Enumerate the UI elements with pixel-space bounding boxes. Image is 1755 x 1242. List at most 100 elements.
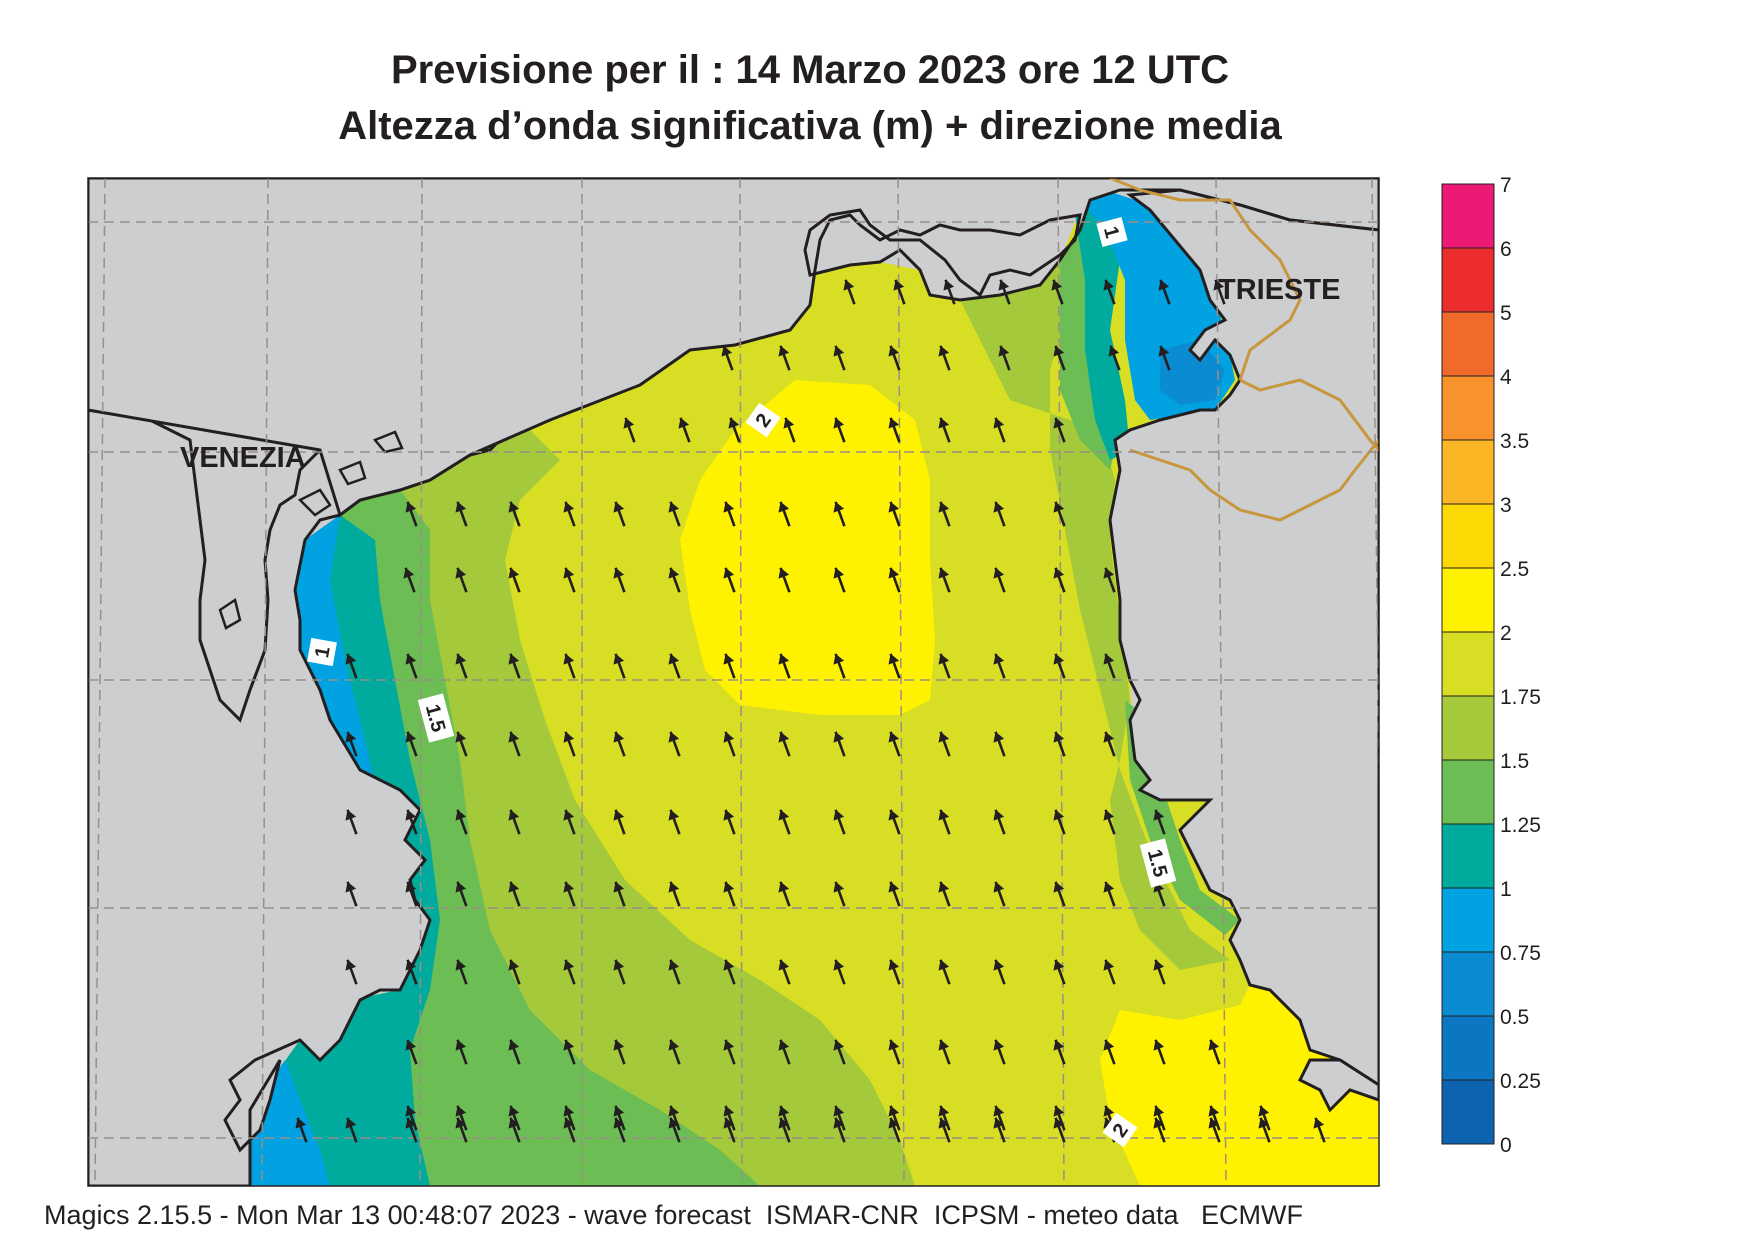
direction-arrow-head xyxy=(405,653,417,665)
place-label-trieste: TRIESTE xyxy=(1218,274,1340,306)
direction-arrow-head xyxy=(888,959,900,971)
direction-arrow-head xyxy=(888,501,900,513)
direction-arrow-head xyxy=(778,653,790,665)
direction-arrow-head xyxy=(998,279,1010,291)
direction-arrow-head xyxy=(455,731,467,743)
direction-arrow-head xyxy=(993,653,1005,665)
sea-band-2-2.5-centre xyxy=(680,380,935,715)
direction-arrow-head xyxy=(888,417,900,429)
direction-arrow-head xyxy=(723,731,735,743)
direction-arrow-head xyxy=(938,809,950,821)
sea-band-1.25-1.5-east xyxy=(960,230,1230,970)
direction-arrow-head xyxy=(405,881,417,893)
direction-arrow-head xyxy=(1258,1117,1270,1129)
direction-arrow-head xyxy=(508,1105,520,1117)
direction-arrow-head xyxy=(668,1105,680,1117)
legend-swatch xyxy=(1441,1079,1495,1145)
direction-arrow-head xyxy=(563,501,575,513)
direction-arrow-head xyxy=(563,567,575,579)
contour-labels: 1 1 1.5 2 1.5 2 xyxy=(307,217,1177,1148)
direction-arrow-head xyxy=(993,881,1005,893)
direction-arrow-head xyxy=(1208,1117,1220,1129)
sea-band-0.5-0.75-trieste xyxy=(1160,340,1225,405)
direction-arrow-head xyxy=(1053,809,1065,821)
direction-arrow-head xyxy=(778,567,790,579)
direction-arrow-head xyxy=(723,1039,735,1051)
direction-arrow-head xyxy=(455,1105,467,1117)
direction-arrow-head xyxy=(1053,345,1065,357)
legend-tick-label: 0.75 xyxy=(1500,942,1541,965)
legend-swatch xyxy=(1441,631,1495,697)
direction-arrow-head xyxy=(833,345,845,357)
direction-arrow-head xyxy=(723,1105,735,1117)
legend-tick-label: 7 xyxy=(1500,174,1512,197)
direction-arrow-head xyxy=(1103,1039,1115,1051)
legend-tick-label: 0 xyxy=(1500,1134,1512,1157)
direction-arrow-head xyxy=(563,731,575,743)
legend-swatch xyxy=(1441,567,1495,633)
sea-band-1-1.25-east xyxy=(1075,195,1150,460)
direction-arrow-head xyxy=(938,881,950,893)
direction-arrow-head xyxy=(721,345,733,357)
direction-arrow-head xyxy=(938,345,950,357)
direction-arrow-head xyxy=(938,567,950,579)
direction-arrow-head xyxy=(508,501,520,513)
direction-arrow-head xyxy=(613,809,625,821)
direction-arrow-head xyxy=(833,653,845,665)
direction-arrow-head xyxy=(778,881,790,893)
venice-lagoon-islands xyxy=(218,430,404,630)
direction-arrow-head xyxy=(405,1039,417,1051)
direction-arrow-head xyxy=(993,1117,1005,1129)
direction-arrow-head xyxy=(888,1039,900,1051)
direction-arrow-head xyxy=(833,1105,845,1117)
direction-arrow-head xyxy=(508,653,520,665)
direction-arrow-head xyxy=(778,959,790,971)
direction-arrow-head xyxy=(668,653,680,665)
direction-arrow-head xyxy=(613,959,625,971)
direction-arrow-head xyxy=(938,417,950,429)
direction-arrow-head xyxy=(508,959,520,971)
direction-arrow-head xyxy=(455,881,467,893)
direction-arrow-head xyxy=(938,959,950,971)
direction-arrow-head xyxy=(345,881,357,893)
legend-tick-label: 2.5 xyxy=(1500,558,1529,581)
contour-label-1-venezia: 1 xyxy=(311,645,335,660)
direction-arrow-head xyxy=(993,1039,1005,1051)
direction-arrow-head xyxy=(668,567,680,579)
direction-arrow-head xyxy=(998,345,1010,357)
direction-arrow-head xyxy=(888,809,900,821)
direction-arrow-head xyxy=(1153,809,1165,821)
direction-arrow-head xyxy=(405,1117,417,1129)
direction-arrow-head xyxy=(843,279,855,291)
direction-arrow-head xyxy=(405,731,417,743)
direction-arrow-head xyxy=(1051,279,1063,291)
direction-arrow-head xyxy=(888,345,900,357)
direction-arrow-head xyxy=(938,501,950,513)
color-legend: 7 6 5 4 3.5 3 2.5 2 1.75 1.5 1.25 1 0.75 0.5 0.25 0 xyxy=(1441,174,1541,1157)
title-line-2: Altezza d’onda significativa (m) + direz… xyxy=(338,104,1282,148)
direction-arrow-head xyxy=(1103,881,1115,893)
direction-arrow-head xyxy=(833,959,845,971)
direction-arrow-head xyxy=(1103,1117,1115,1129)
direction-arrow-head xyxy=(668,881,680,893)
direction-arrow-head xyxy=(563,881,575,893)
direction-arrow-head xyxy=(563,1117,575,1129)
direction-arrow-head xyxy=(1158,279,1170,291)
direction-arrow-head xyxy=(295,1117,307,1129)
direction-arrow-head xyxy=(613,881,625,893)
legend-swatch xyxy=(1441,247,1495,313)
direction-arrow-head xyxy=(993,959,1005,971)
direction-arrow-head xyxy=(508,731,520,743)
direction-arrow-head xyxy=(563,1105,575,1117)
direction-arrow-head xyxy=(888,881,900,893)
direction-arrow-head xyxy=(778,501,790,513)
direction-arrow-head xyxy=(1053,959,1065,971)
direction-arrow-head xyxy=(888,731,900,743)
direction-arrow-head xyxy=(1258,1105,1270,1117)
direction-arrow-head xyxy=(405,1105,417,1117)
direction-arrow-head xyxy=(833,809,845,821)
direction-arrow-head xyxy=(563,809,575,821)
direction-arrow-head xyxy=(723,809,735,821)
direction-arrow-head xyxy=(778,1117,790,1129)
